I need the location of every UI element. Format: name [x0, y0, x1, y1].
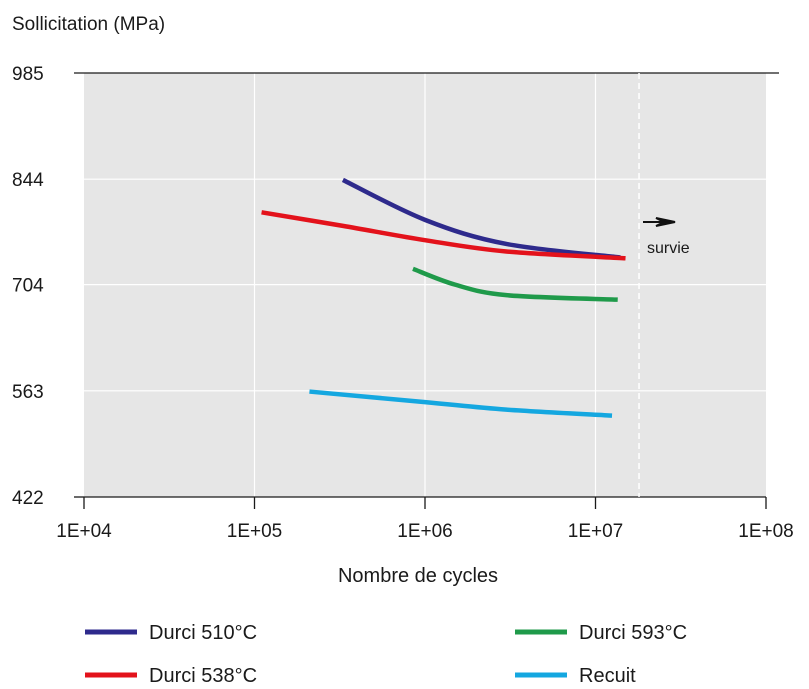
- y-tick-label: 704: [12, 276, 44, 297]
- arrow-right-icon: [643, 217, 676, 227]
- series-line-2: [412, 266, 618, 302]
- series: [261, 177, 626, 418]
- legend-label: Durci 510°C: [149, 622, 257, 644]
- legend-label: Durci 593°C: [579, 622, 687, 644]
- legend: Durci 510°C Durci 538°C Durci 593°C Recuit: [85, 622, 687, 687]
- x-tick-label: 1E+06: [397, 521, 452, 542]
- y-tick-label: 844: [12, 170, 44, 191]
- x-axis-label: Nombre de cycles: [338, 565, 498, 587]
- x-tick-label: 1E+07: [568, 521, 623, 542]
- x-tick-label: 1E+04: [56, 521, 112, 542]
- y-tick-label: 563: [12, 382, 44, 403]
- series-line-1: [261, 210, 626, 261]
- y-tick-label: 422: [12, 488, 44, 509]
- legend-label: Recuit: [579, 665, 636, 687]
- x-tick-label: 1E+05: [227, 521, 282, 542]
- runout-marker: survie: [638, 73, 690, 497]
- series-line-3: [309, 389, 613, 418]
- runout-label: survie: [647, 240, 690, 257]
- legend-label: Durci 538°C: [149, 665, 257, 687]
- series-line-0: [341, 177, 621, 260]
- tick-labels: 422 563 704 844 985 1E+04 1E+05 1E+06 1E+07 1E+08: [12, 64, 794, 542]
- grid: [84, 73, 766, 497]
- y-tick-label: 985: [12, 64, 44, 85]
- axes: [74, 72, 779, 509]
- y-axis-label: Sollicitation (MPa): [12, 14, 165, 35]
- x-tick-label: 1E+08: [738, 521, 793, 542]
